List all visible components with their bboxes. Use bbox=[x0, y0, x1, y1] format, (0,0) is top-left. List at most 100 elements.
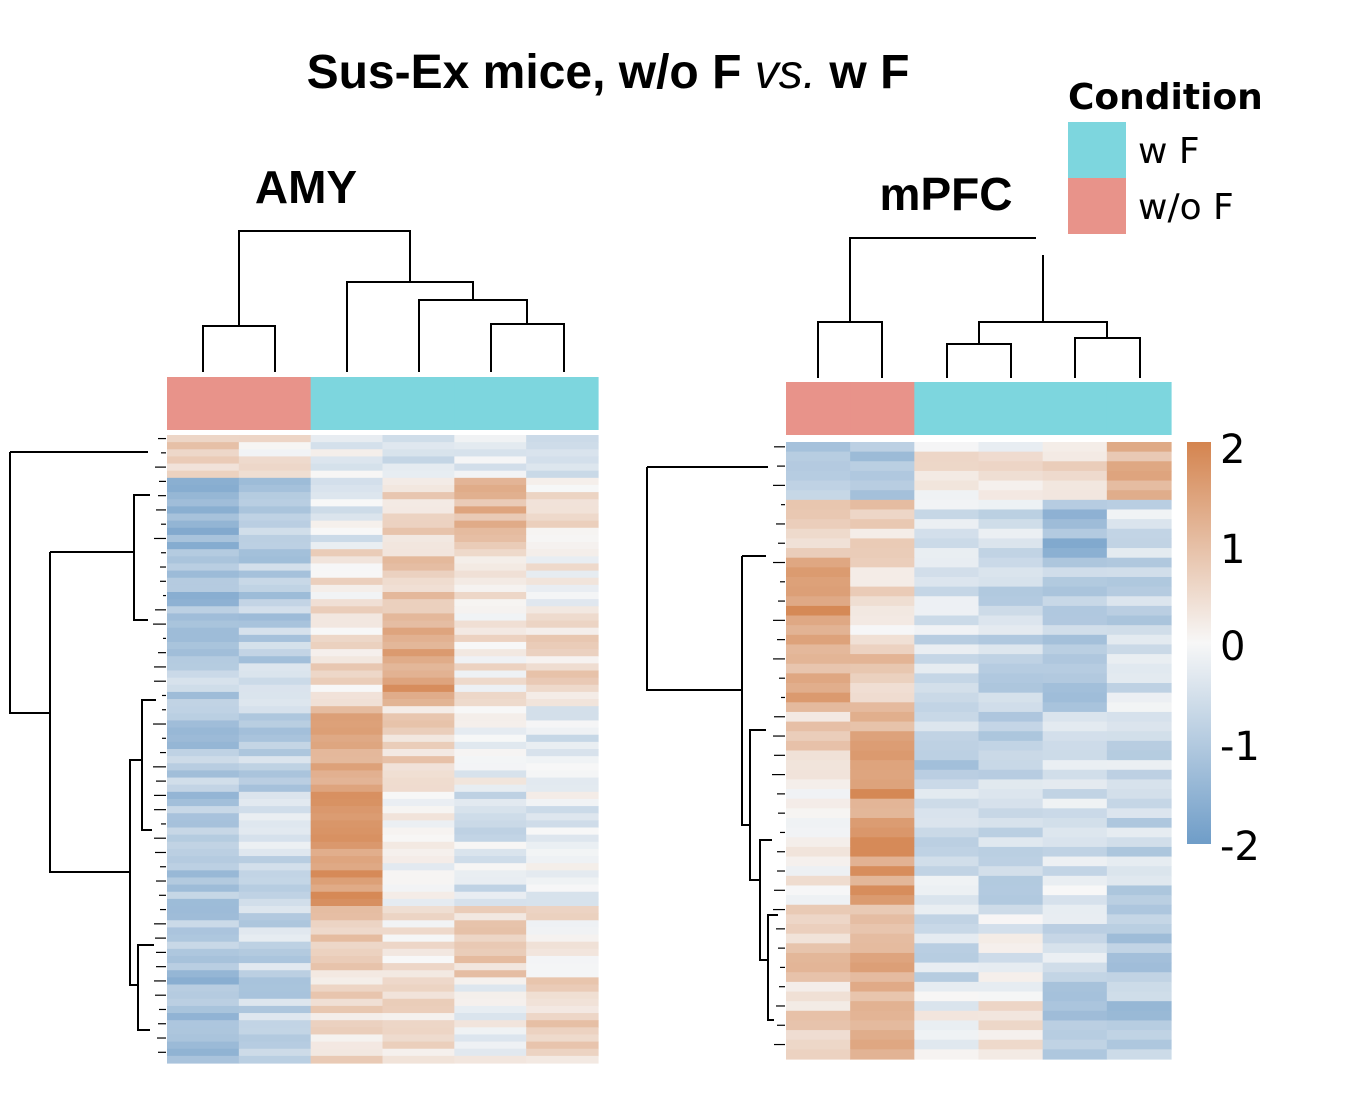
heatmap-cell bbox=[382, 1034, 455, 1043]
heatmap-cell bbox=[310, 656, 384, 664]
heatmap-cell bbox=[454, 1034, 527, 1043]
heatmap-cell bbox=[978, 586, 1044, 597]
heatmap-cell bbox=[167, 499, 240, 507]
dendrogram-branch bbox=[418, 299, 528, 372]
heatmap-cell bbox=[454, 684, 527, 693]
heatmap-cell bbox=[310, 534, 384, 543]
heatmap-cell bbox=[978, 981, 1044, 993]
heatmap-cell bbox=[1106, 654, 1172, 665]
heatmap-cell bbox=[167, 442, 240, 450]
heatmap-cell bbox=[526, 1041, 599, 1050]
heatmap-cell bbox=[1106, 605, 1172, 617]
heatmap-cell bbox=[167, 641, 240, 650]
heatmap-cell bbox=[786, 442, 851, 453]
heatmap-cell bbox=[526, 641, 599, 650]
heatmap-cell bbox=[310, 820, 384, 829]
heatmap-cell bbox=[310, 984, 384, 993]
heatmap-cell bbox=[978, 499, 1044, 511]
heatmap-cell bbox=[1042, 538, 1108, 549]
heatmap-cell bbox=[382, 613, 455, 622]
heatmap-cell bbox=[382, 1013, 455, 1021]
heatmap-cell bbox=[786, 827, 851, 838]
heatmap-cell bbox=[526, 599, 599, 607]
heatmap-cell bbox=[526, 841, 599, 850]
heatmap-cell bbox=[914, 798, 980, 809]
dendrogram-branch bbox=[49, 552, 130, 873]
heatmap-cell bbox=[310, 848, 384, 857]
heatmap-cell bbox=[238, 670, 312, 679]
mpfc-heatmap-panel bbox=[646, 237, 1172, 1060]
heatmap-cell bbox=[914, 673, 980, 684]
heatmap-cell bbox=[526, 1005, 599, 1014]
heatmap-cell bbox=[167, 1055, 240, 1064]
heatmap-cell bbox=[850, 846, 915, 858]
heatmap-cell bbox=[454, 556, 527, 565]
heatmap-cell bbox=[1106, 1020, 1172, 1031]
heatmap-cell bbox=[1042, 567, 1108, 578]
heatmap-cell bbox=[1042, 509, 1108, 520]
heatmap-cell bbox=[914, 499, 980, 511]
heatmap-cell bbox=[238, 527, 312, 536]
heatmap-cell bbox=[786, 567, 851, 578]
heatmap-cell bbox=[167, 691, 240, 700]
heatmap-cell bbox=[526, 955, 599, 964]
heatmap-cell bbox=[914, 625, 980, 636]
heatmap-cell bbox=[850, 981, 915, 993]
heatmap-cell bbox=[310, 520, 384, 529]
heatmap-cell bbox=[238, 784, 312, 793]
heatmap-cell bbox=[310, 734, 384, 743]
heatmap-cell bbox=[526, 749, 599, 757]
heatmap-cell bbox=[167, 927, 240, 936]
heatmap-cell bbox=[238, 906, 312, 914]
heatmap-cell bbox=[850, 779, 915, 790]
heatmap-cell bbox=[167, 1041, 240, 1050]
heatmap-cell bbox=[454, 727, 527, 736]
heatmap-cell bbox=[978, 991, 1044, 1002]
heatmap-cell bbox=[238, 1055, 312, 1064]
heatmap-cell bbox=[526, 1027, 599, 1036]
heatmap-cell bbox=[978, 1020, 1044, 1031]
heatmap-cell bbox=[526, 606, 599, 615]
heatmap-cell bbox=[310, 934, 384, 943]
heatmap-cell bbox=[1106, 1049, 1172, 1060]
heatmap-cell bbox=[1106, 442, 1172, 453]
heatmap-cell bbox=[914, 837, 980, 848]
dendrogram-branch bbox=[133, 494, 150, 621]
heatmap-cell bbox=[454, 877, 527, 886]
heatmap-cell bbox=[786, 538, 851, 549]
amy-panel-title: AMY bbox=[255, 161, 357, 213]
heatmap-cell bbox=[1106, 827, 1172, 838]
heatmap-cell bbox=[526, 456, 599, 465]
heatmap-cell bbox=[786, 470, 851, 482]
heatmap-cell bbox=[978, 731, 1044, 742]
heatmap-cell bbox=[167, 663, 240, 672]
heatmap-cell bbox=[850, 576, 915, 588]
heatmap-cell bbox=[382, 891, 455, 900]
heatmap-cell bbox=[167, 470, 240, 479]
heatmap-cell bbox=[167, 1020, 240, 1028]
heatmap-cell bbox=[167, 549, 240, 557]
heatmap-cell bbox=[1106, 885, 1172, 896]
heatmap-cell bbox=[454, 477, 527, 486]
heatmap-cell bbox=[310, 791, 384, 800]
heatmap-cell bbox=[526, 706, 599, 714]
heatmap-cell bbox=[310, 442, 384, 450]
heatmap-cell bbox=[238, 1027, 312, 1036]
heatmap-cell bbox=[310, 784, 384, 793]
heatmap-cell bbox=[850, 924, 915, 935]
heatmap-cell bbox=[850, 875, 915, 887]
heatmap-cell bbox=[1042, 692, 1108, 703]
amy-column-dendrogram bbox=[202, 230, 565, 372]
heatmap-cell bbox=[526, 584, 599, 593]
heatmap-cell bbox=[978, 663, 1044, 674]
heatmap-cell bbox=[167, 1013, 240, 1021]
heatmap-cell bbox=[167, 627, 240, 636]
heatmap-cell bbox=[454, 1055, 527, 1064]
heatmap-cell bbox=[382, 577, 455, 586]
heatmap-cell bbox=[978, 914, 1044, 925]
heatmap-cell bbox=[1042, 490, 1108, 501]
heatmap-cell bbox=[850, 933, 915, 944]
heatmap-cell bbox=[238, 520, 312, 529]
heatmap-cell bbox=[1042, 586, 1108, 597]
